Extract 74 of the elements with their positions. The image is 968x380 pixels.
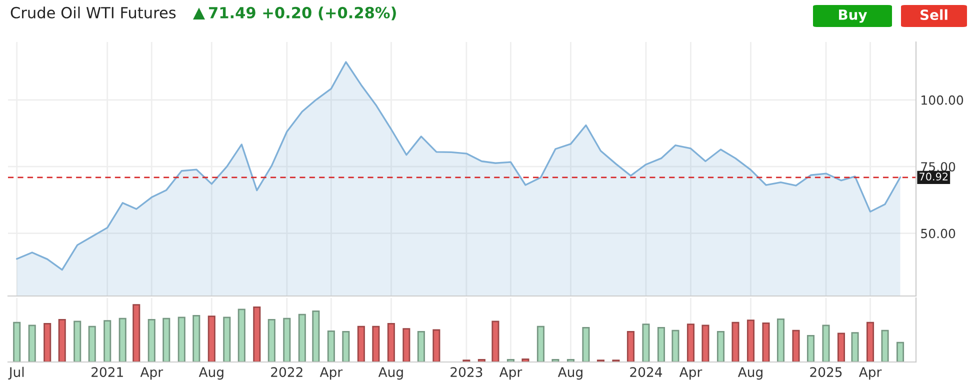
bar <box>402 328 410 362</box>
bar <box>162 318 170 362</box>
x-tick-label: Apr <box>140 367 164 380</box>
bar <box>357 326 365 362</box>
ref-line-label: 70.92 <box>920 172 948 181</box>
x-tick-label: 2024 <box>630 367 662 378</box>
x-tick-label: 2025 <box>810 367 842 378</box>
bar <box>837 332 846 362</box>
bar <box>686 324 694 362</box>
bar <box>806 335 815 362</box>
bar <box>582 327 590 362</box>
bar <box>132 304 140 362</box>
x-tick-label: Apr <box>320 367 343 380</box>
bar <box>44 323 52 362</box>
bar <box>253 306 261 362</box>
x-tick-label: Aug <box>558 367 582 380</box>
bar <box>866 322 874 362</box>
x-tick-label: Apr <box>858 367 882 380</box>
text: Buy <box>839 10 868 23</box>
bar <box>716 331 724 362</box>
bar <box>776 318 785 362</box>
bar <box>372 326 380 362</box>
bar <box>238 308 246 362</box>
y-tick-label: 100.00 <box>922 95 964 105</box>
bar <box>672 330 680 362</box>
bar <box>492 320 500 362</box>
bar <box>88 326 96 362</box>
bar <box>881 330 889 362</box>
x-tick-label: Apr <box>499 367 522 380</box>
bar <box>13 322 21 362</box>
bar <box>312 310 320 362</box>
bar <box>58 319 66 362</box>
chart-subtitle: 71.49 +0.20 (+0.28%) <box>209 6 396 20</box>
bar <box>896 342 904 362</box>
bar <box>732 322 740 362</box>
x-tick-label: Aug <box>378 367 403 380</box>
bar <box>298 314 306 362</box>
chart-title: Crude Oil WTI Futures <box>10 6 176 18</box>
bar <box>118 318 126 362</box>
bar <box>746 320 754 362</box>
bar <box>223 316 231 362</box>
x-tick-label: Aug <box>198 367 224 380</box>
bar <box>74 320 82 362</box>
bar <box>268 319 276 362</box>
bar <box>851 332 859 362</box>
x-tick-label: 2022 <box>271 367 302 378</box>
bar <box>822 324 830 362</box>
bar <box>387 323 395 362</box>
bar <box>642 324 650 362</box>
bar <box>702 324 710 362</box>
x-tick-label: Aug <box>738 367 762 380</box>
bar <box>792 330 800 362</box>
x-tick-label: Apr <box>679 367 702 380</box>
bar <box>432 329 440 362</box>
bar <box>208 316 216 362</box>
x-tick-label: 2021 <box>92 367 123 378</box>
y-tick-label: 75.00 <box>921 162 956 172</box>
bar <box>762 322 770 362</box>
text: Sell <box>920 9 948 20</box>
bar <box>327 330 335 362</box>
x-tick-label: 2023 <box>450 367 482 378</box>
bar <box>657 327 665 362</box>
y-tick-label: 50.00 <box>921 228 956 238</box>
x-tick-label: Jul <box>8 366 24 380</box>
bar <box>342 331 350 362</box>
bar <box>192 315 200 362</box>
bar <box>417 331 425 362</box>
bar <box>536 326 544 362</box>
bar <box>104 320 112 362</box>
bar <box>28 324 36 362</box>
bar <box>178 316 186 362</box>
bar <box>626 331 634 362</box>
bar <box>148 319 156 362</box>
bar <box>283 318 291 362</box>
